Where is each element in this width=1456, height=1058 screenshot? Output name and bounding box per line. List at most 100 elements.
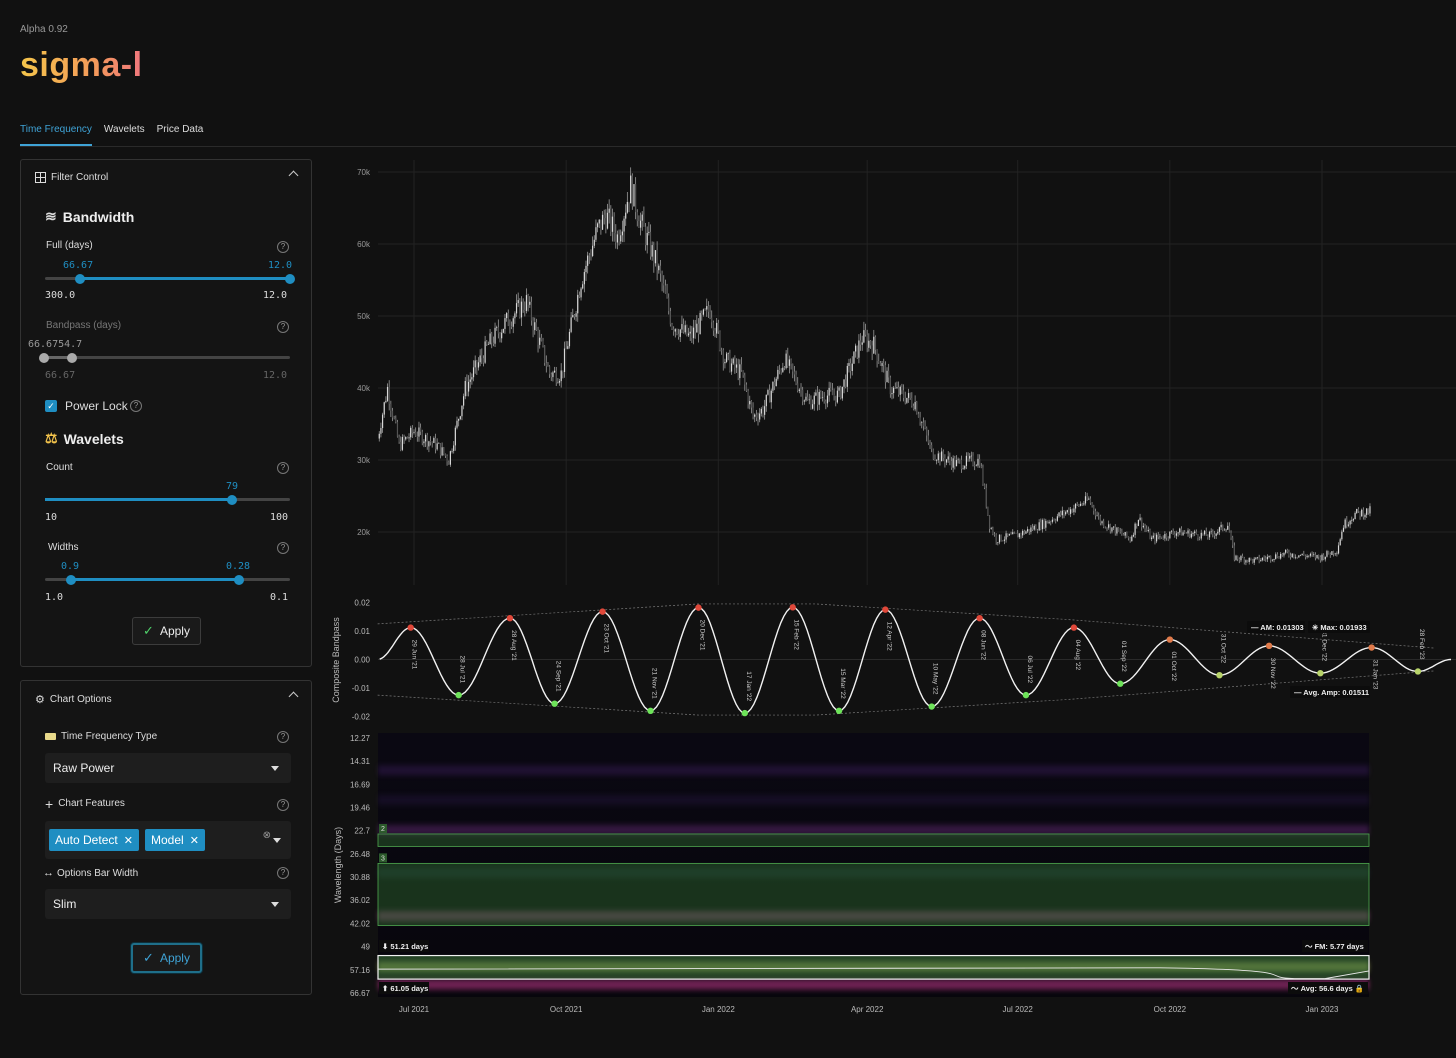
price-candle-body [467, 381, 470, 392]
time-frequency-chart[interactable]: 70k 60k 50k 40k 30k 20k 0.02 0.01 0.00 -0.01 -0.0… [330, 158, 1456, 1018]
price-candle-body [1051, 519, 1054, 522]
chip-auto-detect[interactable]: Auto Detect ✕ [49, 829, 139, 851]
price-candle-body [610, 208, 612, 232]
price-candle-body [803, 400, 805, 402]
price-candle-body [1114, 526, 1116, 534]
price-candle-body [658, 265, 660, 271]
chart-features-label-row: + Chart Features [45, 797, 125, 811]
price-candle-body [1154, 535, 1156, 542]
remove-chip-icon[interactable]: ✕ [123, 835, 133, 847]
count-handle[interactable] [227, 494, 237, 505]
price-candle-body [558, 381, 561, 383]
price-candle-body [1164, 533, 1166, 539]
price-candle-body [1151, 537, 1153, 540]
tab-price-data[interactable]: Price Data [156, 124, 204, 135]
price-candle-body [777, 369, 779, 379]
price-candle-body [757, 417, 759, 420]
price-candle-body [934, 459, 936, 461]
remove-chip-icon[interactable]: ✕ [189, 835, 199, 847]
help-icon[interactable]: ? [277, 867, 289, 879]
help-icon[interactable]: ? [277, 542, 289, 554]
price-candle-body [386, 386, 389, 401]
heatmap-y-tick-label: 30.88 [350, 873, 371, 882]
bar-width-select[interactable]: Slim [45, 889, 291, 919]
power-lock-checkbox[interactable]: ✓ [45, 400, 57, 412]
price-candle-body [1012, 532, 1014, 535]
price-candle-body [836, 390, 839, 403]
price-candle-body [1208, 531, 1211, 538]
price-candle-body [1122, 534, 1125, 536]
price-candle-body [1084, 496, 1087, 504]
price-candle-body [560, 370, 562, 382]
bandpass-slider[interactable] [45, 356, 290, 359]
price-candle-body [1000, 534, 1002, 541]
price-candle-body [529, 301, 531, 305]
price-candle-body [902, 390, 905, 398]
price-candle-body [851, 363, 853, 372]
price-candle-body [653, 245, 655, 264]
price-candle-body [831, 390, 834, 396]
help-icon[interactable]: ? [277, 731, 289, 743]
price-candle-body [1213, 534, 1216, 536]
price-candle-body [595, 227, 597, 240]
price-candle-body [626, 201, 628, 213]
price-candle-body [1286, 550, 1288, 553]
price-candle-body [816, 392, 819, 405]
price-candle-body [1134, 523, 1136, 535]
tf-type-select[interactable]: Raw Power [45, 753, 291, 783]
price-candle-body [987, 506, 989, 516]
filter-control-header[interactable]: Filter Control [35, 172, 108, 183]
price-candle-body [1354, 513, 1356, 520]
bandpass-y-tick-label: -0.01 [352, 684, 371, 693]
price-candle-body [434, 438, 437, 450]
price-candle-body [912, 405, 915, 410]
price-candle-body [625, 212, 627, 219]
chart-features-multiselect[interactable]: Auto Detect ✕ Model ✕ ⊗ [45, 821, 291, 859]
chart-options-apply-button[interactable]: ✓ Apply [131, 943, 202, 973]
price-candle-body [1316, 554, 1318, 558]
price-candle-body [1071, 509, 1073, 513]
help-icon[interactable]: ? [277, 799, 289, 811]
filter-apply-button[interactable]: ✓ Apply [132, 617, 201, 645]
bandpass-slider-range [44, 356, 72, 359]
collapse-chevron-icon[interactable] [288, 691, 299, 702]
price-candle-body [850, 363, 852, 372]
price-candle-body [884, 365, 886, 383]
price-candle-body [1313, 554, 1315, 555]
price-candle-body [510, 326, 513, 327]
price-candle-body [712, 322, 714, 331]
price-candle-body [1017, 533, 1019, 538]
tab-time-frequency[interactable]: Time Frequency [20, 124, 92, 146]
price-candle-body [1261, 557, 1264, 561]
price-candle-body [1061, 510, 1063, 516]
price-candle-body [547, 366, 549, 367]
widths-low-handle[interactable] [66, 574, 76, 585]
bandpass-low-handle[interactable] [39, 352, 49, 363]
tab-wavelets[interactable]: Wavelets [103, 124, 145, 135]
model-top-label: ⬇ 51.21 days [382, 942, 428, 951]
price-candle-body [583, 272, 585, 285]
bandpass-high-handle[interactable] [67, 352, 77, 363]
price-candle-body [717, 322, 719, 332]
price-candle-body [456, 420, 458, 428]
price-candle-body [992, 528, 994, 535]
full-days-low-handle[interactable] [75, 273, 85, 284]
full-high-value: 12.0 [268, 260, 293, 271]
price-candle-body [1170, 531, 1173, 532]
help-icon[interactable]: ? [277, 462, 289, 474]
chart-options-header[interactable]: ⚙ Chart Options [35, 693, 112, 706]
widths-high-handle[interactable] [234, 574, 244, 585]
price-candle-body [739, 364, 741, 379]
price-candle-body [808, 399, 810, 401]
price-candle-body [1091, 503, 1093, 506]
help-icon[interactable]: ? [277, 241, 289, 253]
help-icon[interactable]: ? [277, 321, 289, 333]
chip-model[interactable]: Model ✕ [145, 829, 205, 851]
price-candle-body [871, 345, 873, 354]
price-candle-body [768, 390, 771, 403]
help-icon[interactable]: ? [130, 400, 142, 412]
full-days-high-handle[interactable] [285, 273, 295, 284]
clear-all-icon[interactable]: ⊗ [262, 830, 271, 841]
price-candle-body [1289, 555, 1292, 558]
collapse-chevron-icon[interactable] [288, 170, 299, 181]
